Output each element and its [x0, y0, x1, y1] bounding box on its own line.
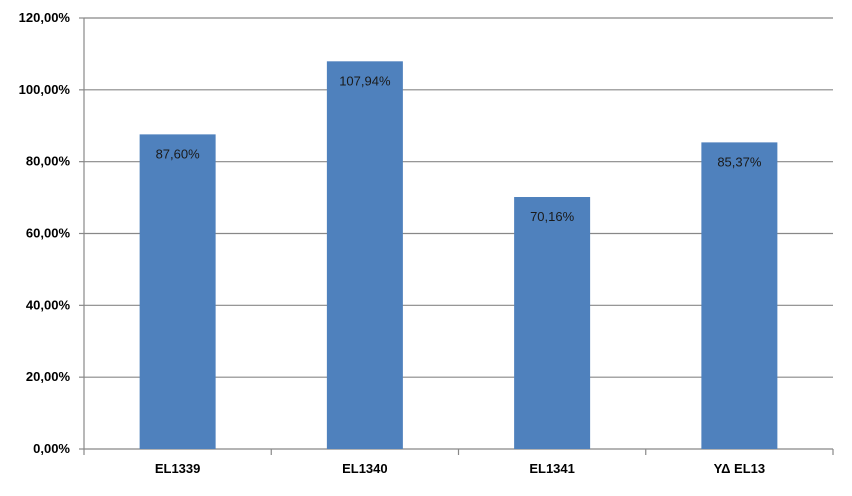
labels: 0,00% 20,00% 40,00% 60,00% 80,00% 100,00% 120,… — [19, 10, 765, 476]
x-tick-label: EL1341 — [529, 461, 575, 476]
bar-el1339 — [139, 134, 216, 449]
bar-el1340 — [326, 61, 403, 450]
y-tick-label: 100,00% — [19, 82, 71, 97]
bar-el1341 — [514, 197, 591, 449]
y-tick-label: 20,00% — [26, 369, 71, 384]
y-tick-label: 80,00% — [26, 154, 71, 169]
data-label: 87,60% — [156, 146, 201, 161]
x-tick-label: EL1340 — [342, 461, 388, 476]
bars — [139, 61, 778, 450]
y-tick-label: 60,00% — [26, 226, 71, 241]
data-label: 107,94% — [339, 73, 391, 88]
y-tick-label: 0,00% — [33, 441, 70, 456]
bar-υδ-el13 — [701, 142, 778, 450]
data-label: 70,16% — [530, 209, 575, 224]
y-tick-label: 40,00% — [26, 297, 71, 312]
x-tick-label: EL1339 — [155, 461, 201, 476]
y-tick-label: 120,00% — [19, 10, 71, 25]
data-label: 85,37% — [717, 154, 762, 169]
x-tick-label: ΥΔ EL13 — [714, 461, 766, 476]
